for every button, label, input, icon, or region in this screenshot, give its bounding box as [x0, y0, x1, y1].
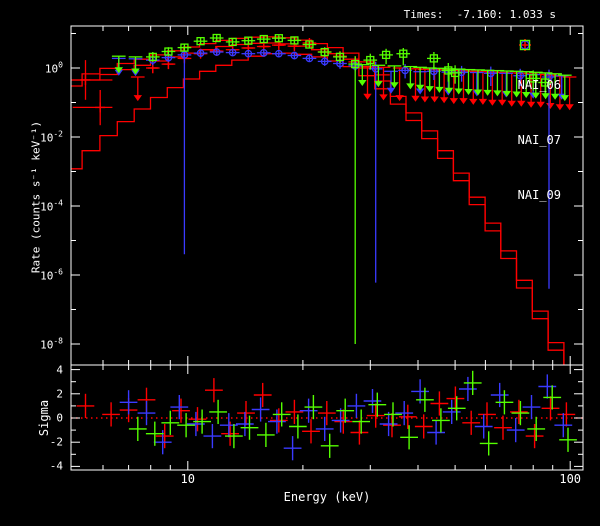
sigma-tick-label--2: -2 [49, 435, 63, 449]
circle-symbol-icon [519, 40, 580, 147]
sigma-tick-label-0: 0 [56, 411, 63, 425]
times-label: Times: -7.160: 1.033 s [403, 8, 556, 21]
legend-label: NAI_09 [517, 187, 561, 202]
sigma-tick-label-4: 4 [56, 363, 63, 377]
legend-label: NAI_07 [517, 132, 561, 147]
resid-panel-data [71, 370, 583, 461]
series-nai_09-residuals [128, 370, 577, 458]
legend-entry-nai07: NAI_07 [517, 40, 580, 148]
x-axis-title: Energy (keV) [283, 490, 371, 504]
y-tick-label-1e-4: 10-4 [40, 198, 63, 214]
main-panel-data [71, 33, 577, 365]
plus-symbol-icon [518, 39, 580, 92]
y-tick-label-1e-8: 10-8 [40, 336, 63, 352]
series-nai_06-residuals [76, 378, 576, 449]
model-histogram-0 [71, 36, 390, 81]
legend-entry-nai09: NAI_09 [517, 39, 580, 203]
series-nai_09-points [111, 33, 572, 344]
series-nai_07-points [111, 48, 569, 289]
sigma-tick-label--4: -4 [49, 459, 63, 473]
legend-entry-nai06: NAI_06 [517, 39, 580, 93]
series-nai_07-residuals [119, 374, 573, 461]
x-tick-label-10: 10 [180, 472, 196, 486]
y-tick-label-1e-2: 10-2 [40, 129, 63, 145]
y-tick-label-1e0: 100 [44, 60, 63, 76]
x-tick-label-100: 100 [559, 472, 582, 486]
sigma-tick-label-2: 2 [56, 387, 63, 401]
axes-frame [70, 25, 584, 471]
legend: NAI_06 NAI_07 NAI_09 [518, 38, 580, 241]
y-tick-label-1e-6: 10-6 [40, 267, 63, 283]
legend-label: NAI_06 [517, 77, 561, 92]
square-symbol-icon [519, 39, 580, 202]
